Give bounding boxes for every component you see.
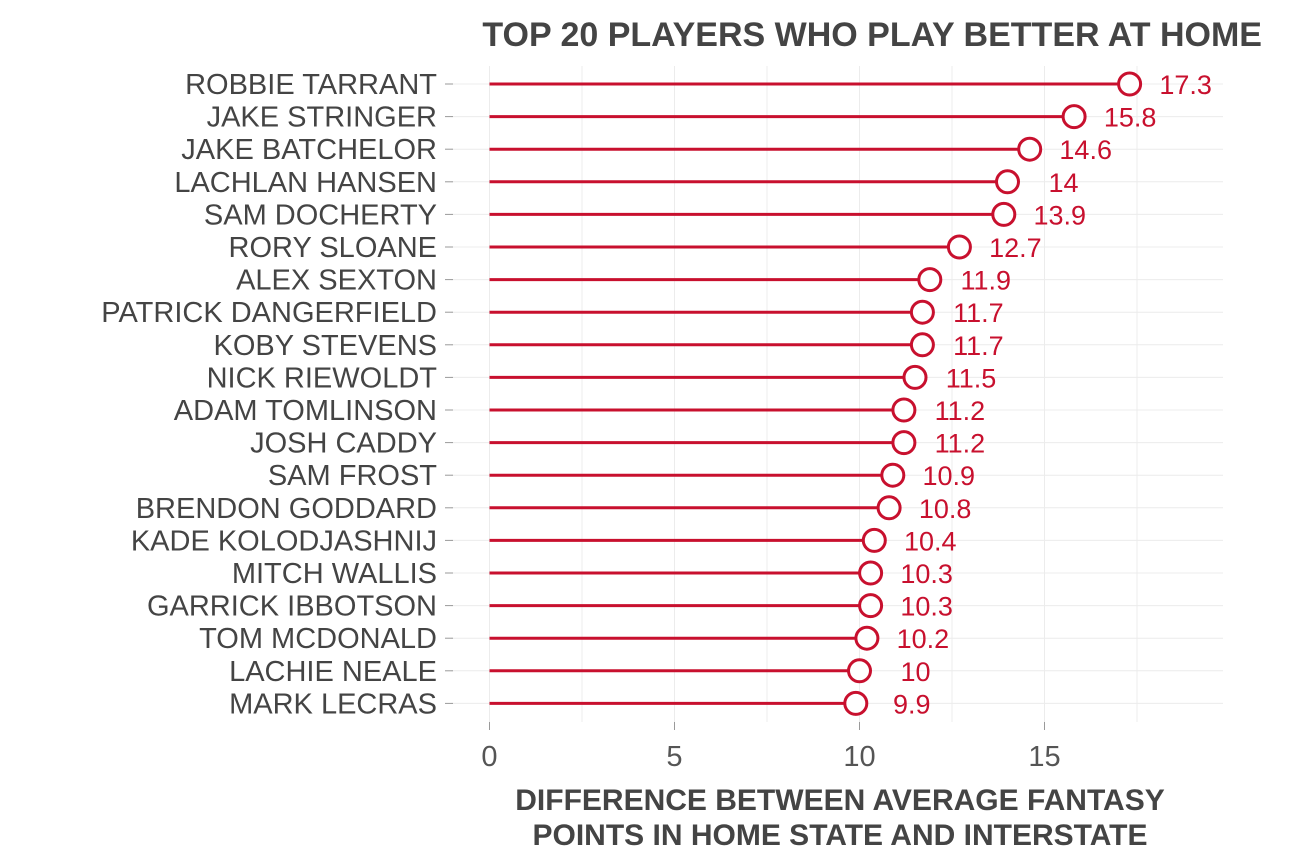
lollipop-dot (843, 690, 869, 716)
x-axis-label-line-2: POINTS IN HOME STATE AND INTERSTATE (533, 819, 1148, 852)
player-label: SAM FROST (268, 460, 437, 492)
value-label: 13.9 (1034, 200, 1087, 230)
value-label: 11.2 (935, 396, 986, 426)
player-label: ALEX SEXTON (236, 265, 437, 297)
value-label: 14.6 (1059, 135, 1112, 165)
player-label: KOBY STEVENS (214, 330, 438, 362)
lollipop-dot (917, 267, 943, 293)
chart-title: TOP 20 PLAYERS WHO PLAY BETTER AT HOME (482, 16, 1262, 54)
lollipop-dot (854, 625, 880, 651)
lollipop-dot (1117, 71, 1143, 97)
player-label: JAKE BATCHELOR (181, 134, 437, 166)
lollipop-dot (1061, 104, 1087, 130)
value-label: 10 (900, 657, 930, 687)
value-label: 17.3 (1159, 70, 1212, 100)
player-label: PATRICK DANGERFIELD (101, 297, 437, 329)
value-label: 10.4 (904, 526, 957, 556)
player-label: RORY SLOANE (229, 232, 437, 264)
lollipop-dot (858, 560, 884, 586)
player-label: MARK LECRAS (229, 688, 437, 720)
value-label: 12.7 (989, 233, 1042, 263)
lollipop-dot (858, 593, 884, 619)
x-tick-label: 15 (1028, 741, 1060, 773)
value-label: 10.8 (919, 494, 972, 524)
y-tick-marks (445, 83, 453, 704)
value-label: 10.3 (900, 592, 953, 622)
lollipop-dot (991, 201, 1017, 227)
x-tick-marks (489, 722, 1045, 730)
player-label: BRENDON GODDARD (136, 493, 437, 525)
lollipop-dot (891, 397, 917, 423)
lollipop-dot (909, 332, 935, 358)
player-label: SAM DOCHERTY (204, 199, 437, 231)
lollipop-dot (909, 299, 935, 325)
player-label: TOM MCDONALD (199, 623, 437, 655)
player-label: ADAM TOMLINSON (174, 395, 437, 427)
lollipop-dot (995, 169, 1020, 195)
player-label: LACHIE NEALE (229, 656, 437, 688)
player-label: JOSH CADDY (250, 428, 437, 460)
lollipop-dot (946, 234, 972, 260)
value-label: 11.7 (953, 298, 1004, 328)
value-label: 10.9 (923, 461, 976, 491)
lollipop-dot (847, 658, 872, 684)
x-tick-label: 10 (843, 741, 875, 773)
value-label: 10.3 (900, 559, 953, 589)
value-label: 9.9 (893, 689, 931, 719)
value-label: 11.5 (946, 363, 997, 393)
lollipop-dot (902, 364, 928, 390)
player-label: ROBBIE TARRANT (185, 69, 437, 101)
lollipop-dot (891, 430, 917, 456)
x-tick-label: 0 (481, 741, 497, 773)
lollipop-dot (1017, 136, 1043, 162)
player-label: KADE KOLODJASHNIJ (131, 525, 437, 557)
value-label: 11.9 (961, 266, 1012, 296)
lollipop-layer (489, 71, 1143, 716)
lollipop-dot (861, 527, 887, 553)
player-label: NICK RIEWOLDT (207, 362, 438, 394)
value-label: 15.8 (1104, 103, 1157, 133)
lollipop-dot (880, 462, 906, 488)
value-label: 10.2 (897, 624, 950, 654)
lollipop-dot (876, 495, 902, 521)
value-label: 11.7 (953, 331, 1004, 361)
value-label: 11.2 (935, 429, 986, 459)
x-tick-label: 5 (666, 741, 682, 773)
label-layer: ROBBIE TARRANT 17.3 JAKE STRINGER 15.8 JAKE … (101, 69, 1212, 773)
x-axis-label-line-1: DIFFERENCE BETWEEN AVERAGE FANTASY (515, 784, 1164, 817)
value-label: 14 (1048, 168, 1078, 198)
player-label: GARRICK IBBOTSON (147, 591, 437, 623)
player-label: JAKE STRINGER (207, 102, 437, 134)
player-label: MITCH WALLIS (232, 558, 437, 590)
player-label: LACHLAN HANSEN (174, 167, 437, 199)
